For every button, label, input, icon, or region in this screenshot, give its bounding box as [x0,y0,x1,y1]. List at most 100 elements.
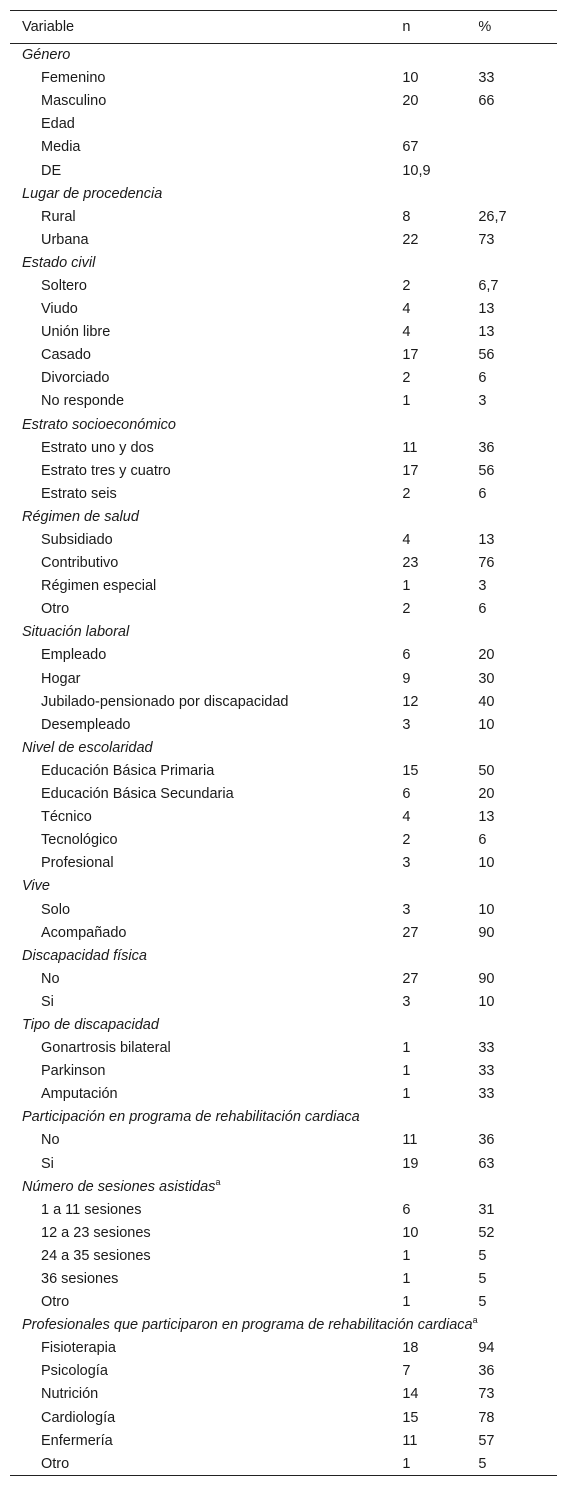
table-row: Viudo 4 13 [10,298,557,321]
table-row: DE 10,9 [10,159,557,182]
table-row: Desempleado 3 10 [10,713,557,736]
row-n-value: 27 [402,970,419,987]
table-row: Contributivo 23 76 [10,552,557,575]
table-row: Enfermería 11 57 [10,1429,557,1452]
row-n-value: 10 [402,1224,419,1241]
row-n-value: 1 [402,1294,411,1311]
table-row: Otro 1 5 [10,1452,557,1476]
row-n-value: 15 [402,1409,419,1426]
group-label: Número de sesiones asistidasa [10,1175,557,1198]
row-percent-value: 6 [478,832,487,849]
table-row: Divorciado 2 6 [10,367,557,390]
group-row: Tipo de discapacidad [10,1013,557,1036]
row-n-value: 17 [402,462,419,479]
row-label: 1 a 11 sesiones [41,1201,142,1218]
row-label: Psicología [41,1363,108,1380]
table-row: Masculino 20 66 [10,90,557,113]
row-label: Régimen especial [41,578,157,595]
row-label: No [41,970,60,987]
row-label: Estrato tres y cuatro [41,462,171,479]
group-label-text: Situación laboral [22,624,130,641]
row-percent-value: 57 [478,1432,495,1449]
row-percent-value: 6 [478,485,487,502]
row-n-value: 19 [402,1155,419,1172]
group-label: Nivel de escolaridad [10,736,557,759]
row-percent-value: 90 [478,924,495,941]
row-label: Otro [10,1452,403,1476]
group-label-text: Profesionales que participaron en progra… [22,1317,473,1334]
row-label: Divorciado [41,370,110,387]
row-percent-value: 5 [478,1247,487,1264]
table-row: Si 3 10 [10,990,557,1013]
row-label: Edad [41,116,75,133]
row-percent-value: 33 [478,1086,495,1103]
group-label: Género [10,44,557,67]
table-row: Otro 1 5 [10,1291,557,1314]
table-row: No 27 90 [10,967,557,990]
group-label: Tipo de discapacidad [10,1013,557,1036]
row-percent-value: 63 [478,1155,495,1172]
table-row: 36 sesiones 1 5 [10,1267,557,1290]
row-label: Desempleado [41,716,131,733]
row-n-value: 2 [402,277,411,294]
table-row: No 11 36 [10,1129,557,1152]
row-n-value: 4 [402,324,411,341]
row-label: Acompañado [41,924,127,941]
row-n-value: 4 [402,301,411,318]
table-row: Empleado 6 20 [10,644,557,667]
row-label: Urbana [41,231,89,248]
row-n-value: 12 [402,693,419,710]
row-label: Rural [41,208,76,225]
row-label: 24 a 35 sesiones [41,1247,151,1264]
row-label: 36 sesiones [41,1271,119,1288]
row-label: Amputación [41,1086,118,1103]
group-label-text: Tipo de discapacidad [22,1016,159,1033]
row-percent-value [478,113,557,136]
row-percent-value: 20 [478,786,495,803]
row-percent-value: 6,7 [478,277,499,294]
row-n-value: 1 [402,393,411,410]
group-row: Vive [10,875,557,898]
table-row: Estrato uno y dos 11 36 [10,436,557,459]
group-row: Profesionales que participaron en progra… [10,1314,557,1337]
row-label: Soltero [41,277,87,294]
row-n-value: 10,9 [402,162,431,179]
row-percent-value: 10 [478,993,495,1010]
table-row: Soltero 2 6,7 [10,274,557,297]
row-percent-value: 31 [478,1201,495,1218]
row-n-value: 10 [402,70,419,87]
row-percent-value: 3 [478,393,487,410]
table-header: Variable n % [10,10,557,44]
row-n-value: 27 [402,924,419,941]
table-row: Educación Básica Secundaria 6 20 [10,783,557,806]
row-percent-value: 33 [478,1063,495,1080]
row-percent-value: 36 [478,1132,495,1149]
table-row: Acompañado 27 90 [10,921,557,944]
table-row: 12 a 23 sesiones 10 52 [10,1221,557,1244]
group-label: Régimen de salud [10,505,557,528]
group-row: Estado civil [10,251,557,274]
table-row: Estrato tres y cuatro 17 56 [10,459,557,482]
footnote-marker: a [472,1315,478,1326]
group-label-text: Vive [22,878,50,895]
row-n-value: 15 [402,762,419,779]
footnote-marker: a [215,1176,221,1187]
group-row: Género [10,44,557,67]
row-percent-value: 26,7 [478,208,507,225]
group-label-text: Género [22,47,71,64]
table-row: Psicología 7 36 [10,1360,557,1383]
row-n-value: 1 [402,1040,411,1057]
row-label: Empleado [41,647,107,664]
row-percent-value: 3 [478,578,487,595]
row-percent-value: 36 [478,1363,495,1380]
row-n-value: 2 [402,485,411,502]
table-row: 24 a 35 sesiones 1 5 [10,1244,557,1267]
group-label: Participación en programa de rehabilitac… [10,1106,557,1129]
group-row: Participación en programa de rehabilitac… [10,1106,557,1129]
row-n-value: 22 [402,231,419,248]
row-n-value: 1 [402,578,411,595]
row-percent-value: 66 [478,93,495,110]
row-n-value: 9 [402,670,411,687]
group-row: Situación laboral [10,621,557,644]
row-n-value: 11 [402,1132,418,1149]
